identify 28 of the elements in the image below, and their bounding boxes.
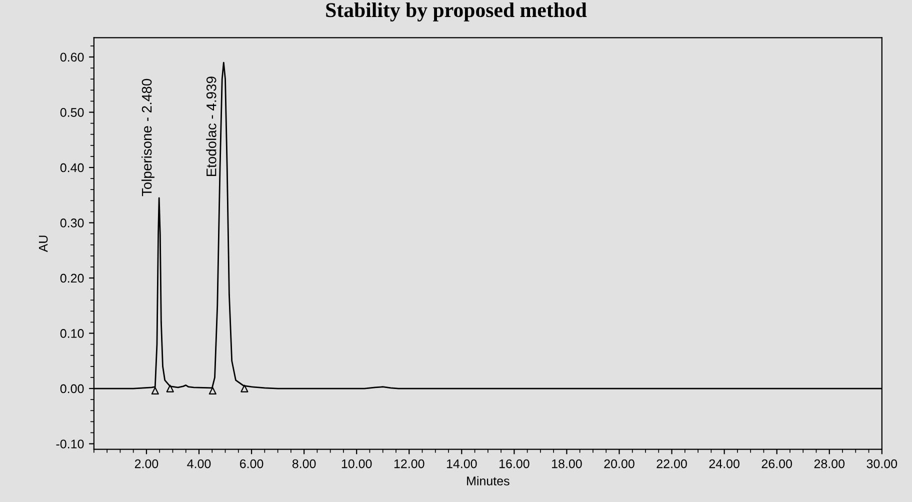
y-tick-label: 0.50 [60, 108, 84, 117]
y-tick-label: 0.20 [60, 274, 84, 283]
x-tick-label: 22.00 [656, 459, 687, 468]
x-tick-label: 16.00 [500, 459, 530, 468]
x-tick-label: 24.00 [709, 459, 740, 468]
y-tick-label: 0.10 [60, 329, 84, 338]
x-tick-label: 26.00 [762, 459, 792, 468]
annotation: Tolperisone - 2.480 [141, 78, 154, 196]
y-tick-label: 0.40 [60, 163, 84, 172]
y-tick-label: 0.60 [60, 52, 84, 62]
x-tick-label: 8.00 [292, 459, 316, 468]
x-tick-label: 20.00 [604, 459, 634, 468]
y-axis-title: AU [38, 236, 48, 252]
x-tick-label: 10.00 [342, 459, 372, 468]
x-tick-label: 4.00 [187, 459, 211, 468]
x-tick-label: 14.00 [446, 459, 477, 468]
y-tick-label: -0.10 [56, 440, 84, 448]
x-tick-label: 28.00 [814, 459, 845, 468]
y-tick-label: 0.00 [60, 384, 84, 394]
x-axis-title: Minutes [467, 476, 510, 486]
x-tick-label: 30.00 [866, 459, 898, 468]
x-tick-label: 2.00 [134, 459, 158, 468]
y-tick-label: 0.30 [60, 218, 84, 228]
x-tick-label: 18.00 [552, 459, 582, 468]
chart-title: Stability by proposed method [326, 2, 587, 22]
annotation: Etodolac - 4.939 [206, 76, 216, 176]
x-tick-label: 12.00 [394, 459, 424, 468]
x-tick-label: 6.00 [240, 459, 264, 468]
